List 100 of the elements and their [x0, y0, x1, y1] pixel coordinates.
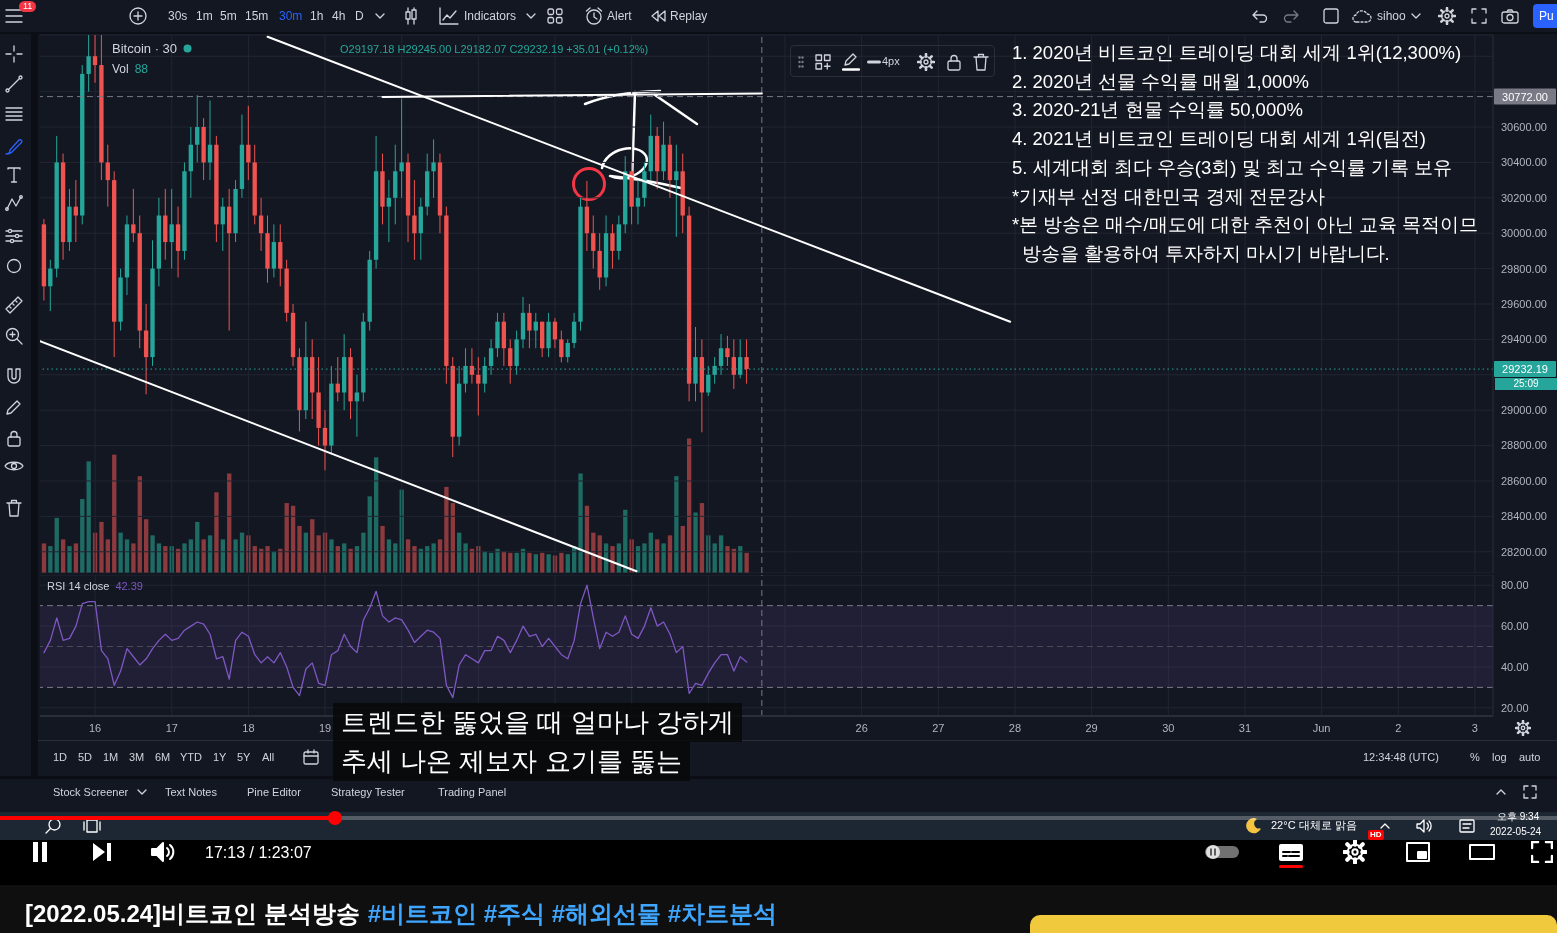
annotation: 5. 세계대회 최다 우승(3회) 및 최고 수익률 기록 보유 — [1012, 156, 1453, 179]
line-series — [43, 584, 748, 699]
bar — [674, 476, 679, 573]
y-tick-label: 29400.00 — [1501, 333, 1547, 346]
candlestick — [431, 138, 436, 199]
text: 11 — [19, 1, 37, 12]
text: Bitcoin · 30 — [112, 41, 178, 56]
text: D — [355, 9, 364, 24]
y-tick-label: 30000.00 — [1501, 227, 1547, 240]
x-tick-label: 27 — [932, 721, 945, 734]
x-tick-label: 31 — [1238, 721, 1252, 734]
bar — [131, 543, 136, 573]
text: 1D — [53, 751, 68, 765]
y-tick-label: 60.00 — [1501, 619, 1529, 632]
y-tick-label: 28400.00 — [1501, 510, 1547, 523]
candlestick — [559, 330, 564, 363]
y-tick-label: 29800.00 — [1501, 262, 1547, 275]
bar — [348, 548, 353, 573]
text: Replay — [670, 9, 708, 24]
bar — [201, 539, 206, 573]
annotation: 4px — [882, 55, 900, 69]
bar — [182, 543, 187, 573]
y-tick-label: 30200.00 — [1501, 191, 1547, 204]
annotation: *본 방송은 매수/매도에 대한 추천이 아닌 교육 목적이므 — [1012, 214, 1479, 237]
annotation: 1. 2020년 비트코인 트레이딩 대회 세계 1위(12,300%) — [1012, 42, 1462, 65]
candlestick — [246, 105, 251, 181]
y-tick-label: 30400.00 — [1501, 156, 1547, 169]
y-tick-label: 30600.00 — [1501, 120, 1547, 133]
candlestick — [92, 35, 98, 84]
bar — [495, 548, 500, 573]
text: auto — [1519, 751, 1541, 765]
text: 6M — [155, 751, 171, 765]
candlestick — [527, 303, 532, 349]
x-tick-label: 16 — [88, 721, 102, 734]
text: 5Y — [237, 751, 251, 765]
candlestick — [195, 94, 200, 163]
text: Trading Panel — [438, 786, 507, 800]
text: Alert — [607, 9, 632, 24]
bar — [67, 546, 72, 573]
x-tick-label: 17 — [165, 721, 178, 734]
candlestick — [73, 179, 79, 243]
bar — [412, 546, 417, 573]
annotation: 4. 2021년 비트코인 트레이딩 대회 세계 1위(팀전) — [1012, 128, 1427, 151]
annotation: 88 — [134, 62, 149, 76]
candlestick — [86, 35, 91, 93]
candlestick — [399, 98, 404, 199]
text: 5D — [78, 751, 93, 765]
candlestick — [354, 374, 360, 438]
annotation: *기재부 선정 대한민국 경제 전문강사 — [1012, 185, 1325, 208]
bar — [725, 546, 730, 573]
annotation: 42.39 — [115, 580, 143, 592]
text: #비트코인 #주식 #해외선물 #차트분석 — [367, 900, 778, 929]
text: 30m — [279, 9, 303, 24]
candlestick — [674, 144, 679, 238]
bar — [48, 546, 53, 573]
x-tick-label: 28 — [1008, 721, 1022, 734]
bar — [99, 521, 104, 573]
text: 1Y — [213, 751, 227, 765]
bar — [233, 539, 238, 573]
text: 12:34:48 (UTC) — [1363, 751, 1439, 765]
x-tick-label: 30 — [1162, 721, 1175, 734]
x-tick-label: 26 — [855, 721, 868, 734]
candlestick — [131, 188, 136, 243]
text: 1h — [310, 9, 324, 24]
text: YTD — [180, 751, 202, 765]
candlestick — [571, 312, 577, 349]
x-tick-label: 19 — [318, 721, 332, 734]
y-tick-label: 29600.00 — [1501, 297, 1547, 310]
candlestick — [565, 338, 570, 363]
text: sihoo — [1377, 9, 1406, 24]
text: Indicators — [464, 9, 517, 24]
chart-title: RSI 14 close — [47, 580, 110, 592]
candlestick — [635, 179, 641, 225]
x-tick-label: 2 — [1395, 721, 1402, 734]
bar — [163, 546, 168, 573]
bar — [150, 535, 155, 573]
bar — [642, 543, 647, 573]
x-tick-label: 3 — [1471, 721, 1478, 734]
candlestick — [610, 223, 615, 270]
y-tick-label: 80.00 — [1501, 579, 1529, 592]
text: 추세 나온 제보자 요기를 뚫는 — [333, 742, 690, 781]
bar — [693, 512, 698, 573]
bar — [559, 552, 564, 573]
candlestick — [725, 335, 730, 367]
annotation: 3. 2020-21년 현물 수익률 50,000% — [1012, 99, 1303, 122]
y-tick-label: 28200.00 — [1501, 545, 1547, 558]
text: 5m — [220, 9, 237, 24]
y-tick-label: 40.00 — [1501, 660, 1529, 673]
bar — [316, 535, 321, 573]
candlestick — [731, 338, 736, 390]
text: 25:09 — [1495, 378, 1557, 390]
candlestick — [476, 356, 481, 416]
chart-title: Vol — [112, 62, 129, 76]
x-tick-label: 29 — [1085, 721, 1098, 734]
candlestick — [508, 338, 513, 385]
bar — [744, 552, 749, 573]
text: Stock Screener — [53, 786, 129, 800]
text: % — [1470, 751, 1480, 765]
text: 1M — [103, 751, 119, 765]
bar — [329, 539, 334, 573]
